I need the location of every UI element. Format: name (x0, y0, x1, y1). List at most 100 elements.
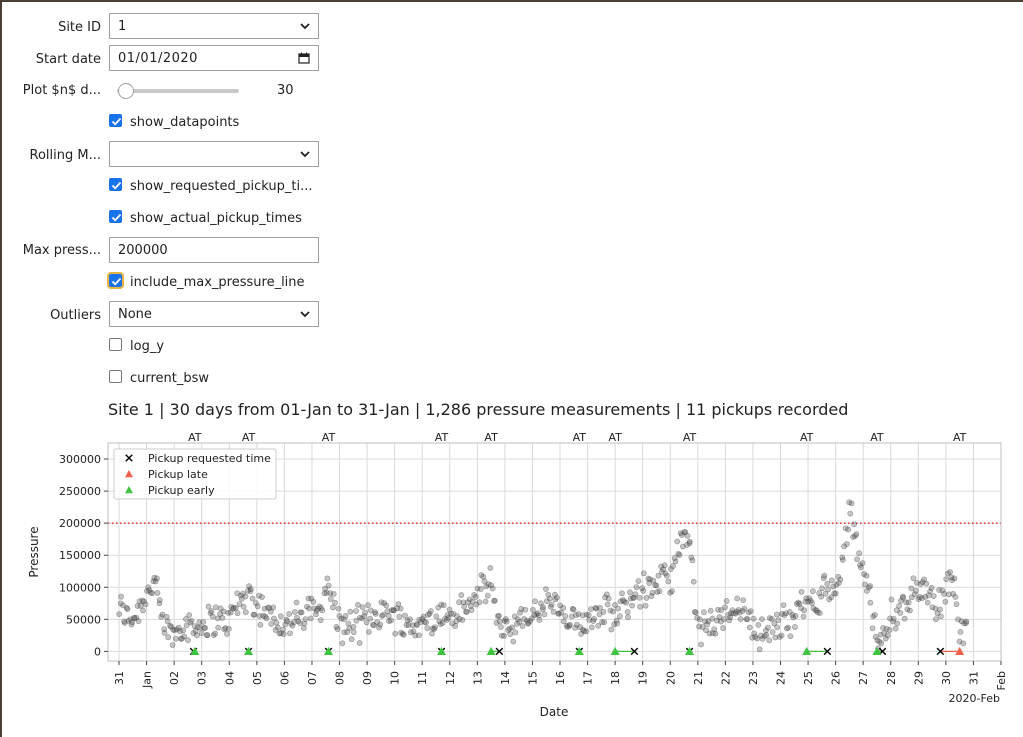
y-tick-label: 50000 (66, 613, 101, 626)
datapoint (463, 609, 470, 615)
datapoint (604, 601, 611, 608)
datapoint (709, 615, 716, 622)
datapoint (429, 630, 435, 637)
datapoint (611, 621, 618, 628)
datapoint (127, 616, 134, 623)
datapoint (472, 593, 479, 600)
datapoint (437, 621, 444, 627)
datapoint (488, 582, 495, 589)
datapoint (291, 609, 298, 615)
datapoint (871, 611, 878, 618)
datapoint (456, 616, 463, 622)
datapoint (250, 611, 257, 618)
x-tick-label: Feb (995, 671, 1008, 690)
datapoint (203, 632, 210, 638)
datapoint (268, 621, 275, 627)
outliers-select[interactable]: None (109, 301, 319, 327)
datapoint (857, 564, 864, 571)
datapoint (400, 631, 407, 638)
ticks-layer: 0 50000 100000 150000 200000 250000 300000 31 Ja… (59, 453, 1008, 690)
datapoint (220, 608, 227, 615)
datapoint (943, 576, 950, 583)
pickup-early-marker (436, 646, 446, 655)
datapoint (928, 585, 935, 591)
datapoint (950, 590, 957, 597)
datapoint (744, 616, 751, 623)
datapoint (661, 562, 668, 569)
datapoint (581, 628, 588, 634)
datapoint (607, 607, 614, 614)
pickup-early-marker (323, 646, 333, 655)
datapoint (416, 616, 423, 623)
datapoint (572, 624, 579, 631)
datapoint (821, 572, 828, 579)
datapoint (716, 614, 723, 620)
datapoint (396, 613, 403, 620)
datapoint (583, 611, 590, 618)
datapoint (198, 630, 205, 637)
datapoint (580, 626, 586, 633)
show-datapoints-checkbox[interactable] (109, 114, 122, 127)
datapoint (946, 591, 952, 598)
start-date-input[interactable]: 01/01/2020 (109, 45, 319, 71)
max-pressure-input[interactable]: 200000 (109, 237, 319, 263)
datapoint (196, 619, 203, 626)
datapoint (272, 627, 279, 633)
datapoint (519, 623, 526, 629)
datapoint (863, 588, 870, 594)
datapoint (734, 595, 741, 602)
datapoint (852, 533, 859, 539)
datapoint (467, 603, 474, 609)
plot-days-slider-track[interactable] (117, 89, 239, 93)
datapoint (270, 604, 277, 611)
datapoint (765, 624, 771, 631)
site-id-select[interactable]: 1 (109, 13, 319, 39)
datapoint (656, 588, 663, 595)
datapoint (608, 626, 615, 633)
log-y-checkbox[interactable] (109, 338, 122, 351)
datapoint (348, 636, 355, 643)
datapoint (684, 542, 690, 548)
datapoint (729, 607, 736, 614)
datapoint (283, 616, 290, 623)
datapoint (679, 532, 685, 538)
datapoint (910, 575, 917, 582)
datapoint (445, 615, 452, 621)
datapoint (892, 625, 899, 632)
plot-days-slider-handle[interactable] (118, 83, 134, 99)
datapoint (624, 609, 631, 615)
datapoint (541, 611, 548, 618)
current-bsw-label: current_bsw (130, 371, 210, 386)
datapoint (505, 627, 512, 633)
show-requested-pickup-checkbox[interactable] (109, 178, 122, 191)
datapoint (536, 617, 543, 623)
datapoint (149, 590, 156, 597)
datapoint (227, 609, 234, 616)
datapoint (610, 608, 616, 615)
datapoint (137, 602, 144, 609)
datapoint (439, 620, 446, 626)
datapoint (545, 591, 552, 598)
datapoint (446, 606, 453, 613)
datapoint (730, 610, 737, 617)
datapoint (761, 633, 768, 639)
datapoint (896, 603, 903, 609)
datapoint (453, 618, 460, 625)
datapoint (856, 550, 863, 557)
include-max-pressure-checkbox[interactable] (107, 272, 124, 289)
datapoint (727, 614, 734, 621)
datapoint (917, 581, 924, 587)
datapoint (506, 625, 513, 632)
datapoint (464, 599, 471, 606)
current-bsw-checkbox[interactable] (109, 370, 122, 383)
chevron-down-icon (300, 311, 310, 318)
datapoint (814, 609, 821, 616)
datapoint (371, 622, 377, 629)
datapoint (958, 618, 965, 625)
datapoint (805, 598, 812, 605)
show-actual-pickup-checkbox[interactable] (109, 210, 122, 223)
calendar-icon[interactable] (298, 52, 310, 64)
datapoint (514, 620, 520, 627)
rolling-select[interactable] (109, 141, 319, 167)
datapoint (886, 627, 893, 633)
